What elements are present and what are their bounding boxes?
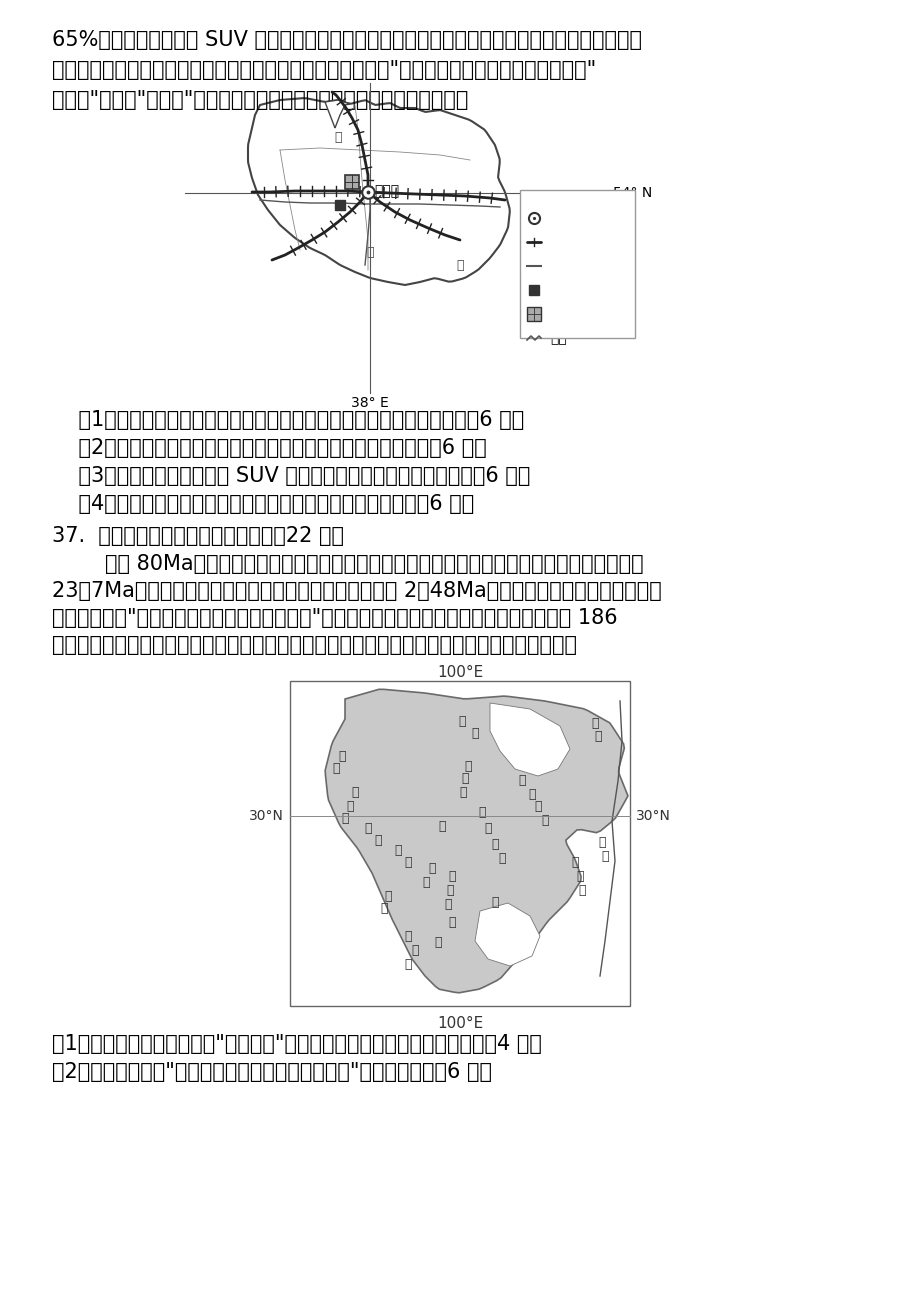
Text: 岷: 岷 xyxy=(591,717,598,730)
Text: 机场: 机场 xyxy=(550,284,566,297)
Polygon shape xyxy=(324,690,628,993)
Text: 断: 断 xyxy=(483,822,492,835)
Text: 山: 山 xyxy=(380,903,387,916)
Text: 拉: 拉 xyxy=(341,813,348,826)
Text: 30°N: 30°N xyxy=(249,809,284,824)
Text: 沧: 沧 xyxy=(422,877,429,890)
Text: 山: 山 xyxy=(403,958,412,971)
Text: 沙: 沙 xyxy=(448,870,455,883)
Text: 江: 江 xyxy=(434,937,441,950)
Text: 山: 山 xyxy=(534,800,541,813)
Text: 图拉市: 图拉市 xyxy=(374,183,399,198)
Text: 23．7Ma，南亚及我国西南地区已成为平缓的陆地。距今 2．48Ma，青藏地区隆起成高原，现今横: 23．7Ma，南亚及我国西南地区已成为平缓的陆地。距今 2．48Ma，青藏地区隆… xyxy=(52,582,661,601)
Text: 江: 江 xyxy=(491,896,498,909)
Text: 100°E: 100°E xyxy=(437,665,482,680)
Text: 里: 里 xyxy=(459,786,466,799)
Text: 里: 里 xyxy=(437,820,446,833)
Polygon shape xyxy=(490,703,570,775)
Text: （3）分析长城汽车生产的 SUV 车型深受俄罗斯市场青睐的原因。（6 分）: （3）分析长城汽车生产的 SUV 车型深受俄罗斯市场青睐的原因。（6 分） xyxy=(52,466,529,487)
Text: 伯: 伯 xyxy=(351,787,358,800)
Text: 65%。长城汽车生产的 SUV 车型具有车身宽、路况适应性能好、发动机功率大等特点，深受消费者: 65%。长城汽车生产的 SUV 车型具有车身宽、路况适应性能好、发动机功率大等特… xyxy=(52,30,641,49)
Text: 横: 横 xyxy=(478,807,485,820)
Text: 云: 云 xyxy=(446,885,453,898)
Text: 河: 河 xyxy=(471,726,478,739)
Text: 相: 相 xyxy=(575,870,584,883)
Bar xyxy=(345,176,358,189)
Polygon shape xyxy=(248,98,509,285)
Polygon shape xyxy=(324,100,349,127)
Text: （1）推测地质时期横断山区"陆地形成"阶段的西南季风强弱变化及其成因。（4 分）: （1）推测地质时期横断山区"陆地形成"阶段的西南季风强弱变化及其成因。（4 分） xyxy=(52,1034,541,1054)
Text: 澜: 澜 xyxy=(427,863,436,876)
Text: 黄: 黄 xyxy=(458,714,465,727)
Text: 断山区形成了"山高谷深、河谷并列、紧密相邻"的地貌景观，澜沧江与怒江的最短直线距离仅 186: 断山区形成了"山高谷深、河谷并列、紧密相邻"的地貌景观，澜沧江与怒江的最短直线距… xyxy=(52,608,617,628)
Bar xyxy=(289,680,630,1006)
Text: 岷: 岷 xyxy=(597,837,605,850)
Text: 河流: 河流 xyxy=(550,330,566,345)
Text: （2）解释横断山区"山高谷深，河谷并列，紧密相邻"的形成过程。（6 分）: （2）解释横断山区"山高谷深，河谷并列，紧密相邻"的形成过程。（6 分） xyxy=(52,1062,492,1082)
Text: 区: 区 xyxy=(498,852,505,865)
Text: 54° N: 54° N xyxy=(612,186,652,200)
Text: 公里。横断山区域内生物资源丰富，物种独特，是我国乃至世界生物多样性最丰富的地区之一。: 公里。横断山区域内生物资源丰富，物种独特，是我国乃至世界生物多样性最丰富的地区之… xyxy=(52,635,576,654)
Text: 100°E: 100°E xyxy=(437,1016,482,1030)
Bar xyxy=(519,190,634,338)
Text: 图例: 图例 xyxy=(567,196,585,211)
Text: 鲁: 鲁 xyxy=(460,773,469,786)
Text: 山: 山 xyxy=(403,856,412,869)
Text: 他: 他 xyxy=(338,749,346,762)
Text: 沙: 沙 xyxy=(464,760,471,773)
Text: 雪: 雪 xyxy=(528,787,535,800)
Text: （2）说明图拉州长城汽车生产企业零部件本地化率高的益处。（6 分）: （2）说明图拉州长城汽车生产企业零部件本地化率高的益处。（6 分） xyxy=(52,438,486,458)
Text: （4）简述长城汽车企业为扩大海外销售市场应采取的措施。（6 分）: （4）简述长城汽车企业为扩大海外销售市场应采取的措施。（6 分） xyxy=(52,494,473,514)
Polygon shape xyxy=(474,903,539,965)
Text: 37.  阅读图文资料，完成下列要求。（22 分）: 37. 阅读图文资料，完成下列要求。（22 分） xyxy=(52,526,344,546)
Text: 图: 图 xyxy=(334,130,341,143)
Text: 大: 大 xyxy=(517,774,525,787)
Text: 山: 山 xyxy=(594,730,601,743)
Text: 断: 断 xyxy=(394,844,402,857)
Text: 青睐。图拉工厂的竣工投产是中国汽车工业响应国家一带一路"倡议的重要举措，也是中国从汽车": 青睐。图拉工厂的竣工投产是中国汽车工业响应国家一带一路"倡议的重要举措，也是中国… xyxy=(52,60,596,79)
Text: 舒: 舒 xyxy=(346,800,354,813)
Text: 30°N: 30°N xyxy=(635,809,670,824)
Text: 38° E: 38° E xyxy=(351,396,389,410)
Text: 区: 区 xyxy=(540,813,548,826)
Text: 贡: 贡 xyxy=(384,890,391,903)
Text: 城市: 城市 xyxy=(550,211,566,225)
Text: 图拉工厂: 图拉工厂 xyxy=(550,307,583,321)
Text: 输入国"向汽车"输出国"转型的里程碑。下图示意俄罗斯图拉州地理位置。: 输入国"向汽车"输出国"转型的里程碑。下图示意俄罗斯图拉州地理位置。 xyxy=(52,90,468,111)
Text: 江: 江 xyxy=(448,916,455,929)
Text: 山: 山 xyxy=(364,822,371,835)
Text: 贡: 贡 xyxy=(411,945,418,958)
Text: 州: 州 xyxy=(456,259,463,272)
Text: 念: 念 xyxy=(332,762,339,775)
Text: 山: 山 xyxy=(491,838,498,851)
Text: 岭: 岭 xyxy=(444,898,451,911)
Text: 横: 横 xyxy=(374,834,381,847)
Text: 拉: 拉 xyxy=(366,246,373,259)
Text: 蔡: 蔡 xyxy=(403,929,412,942)
Text: 距今 80Ma（百万年）的地质时期，青藏地区和横断山区还是一片海洋。随着板块运动，距今: 距今 80Ma（百万年）的地质时期，青藏地区和横断山区还是一片海洋。随着板块运动… xyxy=(52,554,643,574)
Text: 小: 小 xyxy=(571,856,578,869)
Text: 江: 江 xyxy=(601,850,608,863)
Bar xyxy=(185,88,564,388)
Text: 岭: 岭 xyxy=(578,885,585,898)
Text: 公路: 公路 xyxy=(550,259,566,273)
Bar xyxy=(527,307,540,321)
Text: （1）指出长城汽车在图拉州乌兹洛瓦亚工业园投资建厂的优势条件。（6 分）: （1）指出长城汽车在图拉州乌兹洛瓦亚工业园投资建厂的优势条件。（6 分） xyxy=(52,410,524,431)
Text: 铁路: 铁路 xyxy=(550,235,566,248)
